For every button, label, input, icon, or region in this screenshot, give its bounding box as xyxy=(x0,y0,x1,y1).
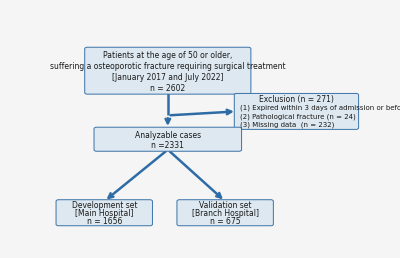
Text: Development set: Development set xyxy=(72,201,137,210)
Text: [Main Hospital]: [Main Hospital] xyxy=(75,209,134,218)
FancyBboxPatch shape xyxy=(234,93,359,130)
Text: Validation set: Validation set xyxy=(199,201,251,210)
FancyBboxPatch shape xyxy=(94,127,242,151)
Text: n = 1656: n = 1656 xyxy=(86,217,122,225)
Text: Exclusion (n = 271): Exclusion (n = 271) xyxy=(259,95,334,104)
Text: Patients at the age of 50 or older,: Patients at the age of 50 or older, xyxy=(103,51,232,60)
Text: [Branch Hospital]: [Branch Hospital] xyxy=(192,209,259,218)
Text: n = 2602: n = 2602 xyxy=(150,84,186,93)
Text: [January 2017 and July 2022]: [January 2017 and July 2022] xyxy=(112,73,224,82)
Text: (2) Pathological fracture (n = 24): (2) Pathological fracture (n = 24) xyxy=(240,113,356,120)
Text: suffering a osteoporotic fracture requiring surgical treatment: suffering a osteoporotic fracture requir… xyxy=(50,62,286,71)
FancyBboxPatch shape xyxy=(85,47,251,94)
Text: Analyzable cases: Analyzable cases xyxy=(135,131,201,140)
FancyBboxPatch shape xyxy=(177,200,273,226)
Text: (3) Missing data  (n = 232): (3) Missing data (n = 232) xyxy=(240,121,335,128)
Text: n = 675: n = 675 xyxy=(210,217,240,225)
FancyBboxPatch shape xyxy=(56,200,152,226)
Text: (1) Expired within 3 days of admission or before surgery (n = 15): (1) Expired within 3 days of admission o… xyxy=(240,105,400,111)
Text: n =2331: n =2331 xyxy=(151,141,184,150)
